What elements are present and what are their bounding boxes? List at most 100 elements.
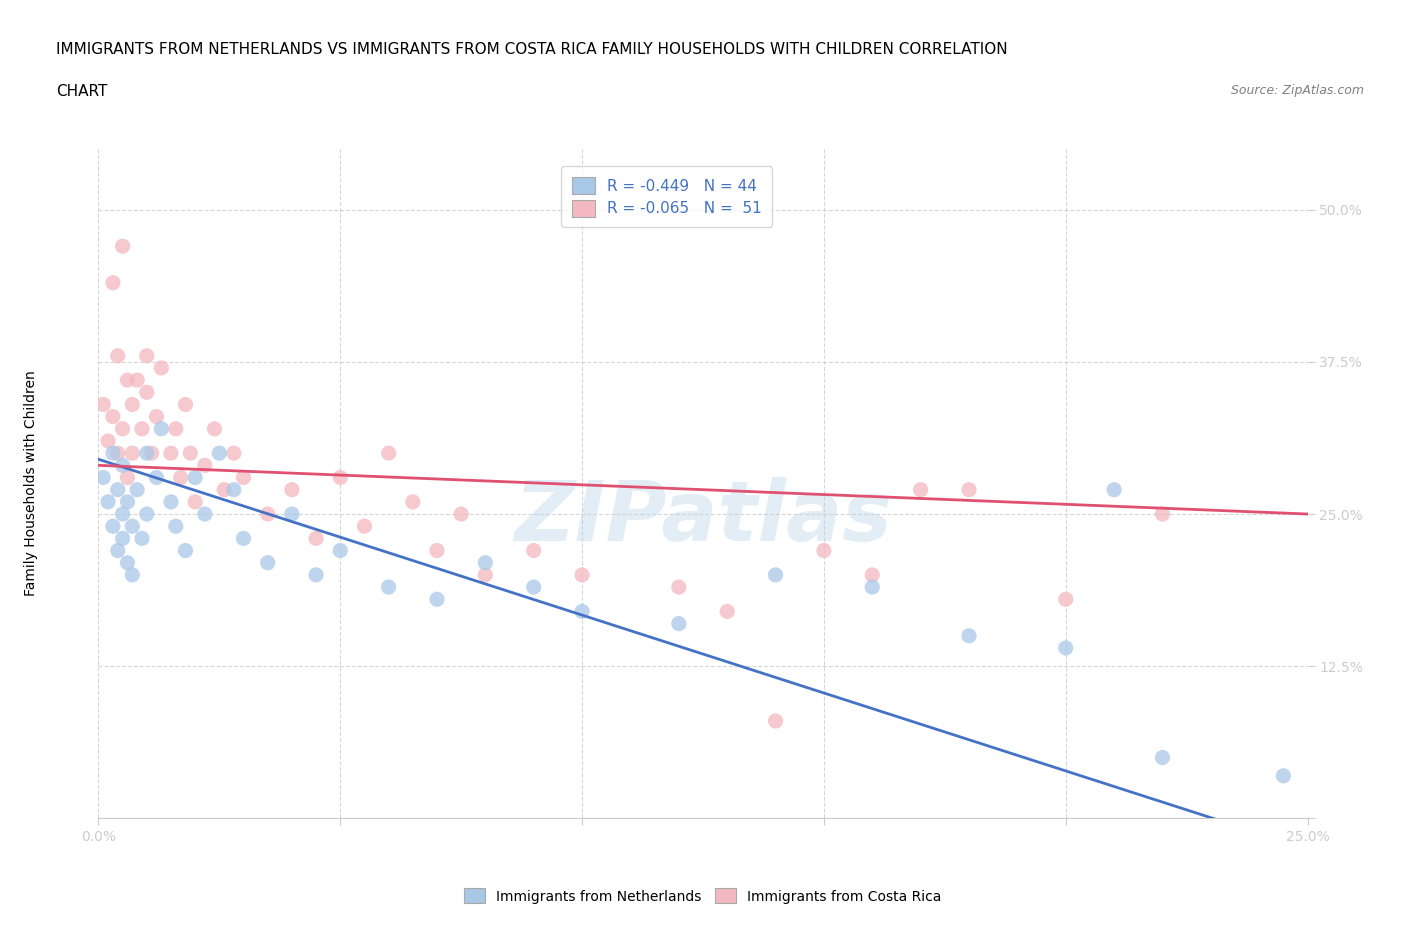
Point — [131, 531, 153, 546]
Point — [1054, 641, 1077, 656]
Point — [1054, 591, 1077, 606]
Point — [377, 445, 399, 460]
Point — [402, 495, 425, 510]
Point — [135, 349, 157, 364]
Point — [160, 495, 183, 510]
Text: ZIPatlas: ZIPatlas — [515, 476, 891, 558]
Point — [107, 445, 129, 460]
Point — [131, 421, 153, 436]
Point — [107, 483, 129, 498]
Point — [127, 483, 149, 498]
Text: Family Households with Children: Family Households with Children — [24, 371, 38, 596]
Point — [256, 507, 278, 522]
Point — [194, 458, 217, 472]
Point — [97, 433, 120, 448]
Point — [101, 275, 124, 290]
Point — [222, 445, 245, 460]
Point — [957, 483, 980, 498]
Point — [165, 421, 187, 436]
Point — [97, 495, 120, 510]
Point — [107, 349, 129, 364]
Point — [765, 567, 787, 582]
Text: IMMIGRANTS FROM NETHERLANDS VS IMMIGRANTS FROM COSTA RICA FAMILY HOUSEHOLDS WITH: IMMIGRANTS FROM NETHERLANDS VS IMMIGRANT… — [56, 42, 1008, 57]
Point — [111, 458, 134, 472]
Point — [474, 555, 496, 570]
Point — [135, 385, 157, 400]
Point — [135, 507, 157, 522]
Point — [117, 495, 139, 510]
Point — [377, 579, 399, 594]
Point — [1272, 768, 1295, 783]
Point — [165, 519, 187, 534]
Point — [91, 470, 114, 485]
Point — [174, 543, 197, 558]
Point — [813, 543, 835, 558]
Point — [121, 445, 143, 460]
Point — [860, 567, 883, 582]
Point — [174, 397, 197, 412]
Point — [329, 543, 352, 558]
Point — [232, 531, 254, 546]
Point — [1102, 483, 1125, 498]
Point — [571, 567, 593, 582]
Point — [111, 239, 134, 254]
Point — [101, 519, 124, 534]
Point — [208, 445, 231, 460]
Point — [111, 507, 134, 522]
Point — [212, 483, 235, 498]
Point — [204, 421, 226, 436]
Point — [194, 507, 217, 522]
Legend: R = -0.449   N = 44, R = -0.065   N =  51: R = -0.449 N = 44, R = -0.065 N = 51 — [561, 166, 772, 227]
Point — [523, 543, 546, 558]
Point — [111, 421, 134, 436]
Point — [135, 445, 157, 460]
Point — [353, 519, 375, 534]
Point — [121, 397, 143, 412]
Point — [668, 617, 690, 631]
Point — [668, 579, 690, 594]
Point — [101, 445, 124, 460]
Legend: Immigrants from Netherlands, Immigrants from Costa Rica: Immigrants from Netherlands, Immigrants … — [458, 883, 948, 910]
Point — [474, 567, 496, 582]
Point — [305, 567, 328, 582]
Point — [957, 629, 980, 644]
Point — [860, 579, 883, 594]
Point — [256, 555, 278, 570]
Point — [141, 445, 163, 460]
Point — [169, 470, 191, 485]
Point — [101, 409, 124, 424]
Point — [145, 470, 167, 485]
Point — [450, 507, 472, 522]
Point — [910, 483, 932, 498]
Point — [426, 591, 449, 606]
Point — [329, 470, 352, 485]
Point — [91, 397, 114, 412]
Text: Source: ZipAtlas.com: Source: ZipAtlas.com — [1230, 84, 1364, 97]
Point — [179, 445, 201, 460]
Point — [184, 470, 207, 485]
Point — [127, 373, 149, 388]
Point — [716, 604, 738, 618]
Point — [1152, 751, 1174, 765]
Point — [426, 543, 449, 558]
Text: CHART: CHART — [56, 84, 108, 99]
Point — [571, 604, 593, 618]
Point — [111, 531, 134, 546]
Point — [121, 519, 143, 534]
Point — [305, 531, 328, 546]
Point — [121, 567, 143, 582]
Point — [117, 555, 139, 570]
Point — [145, 409, 167, 424]
Point — [184, 495, 207, 510]
Point — [232, 470, 254, 485]
Point — [765, 713, 787, 728]
Point — [523, 579, 546, 594]
Point — [107, 543, 129, 558]
Point — [160, 445, 183, 460]
Point — [117, 470, 139, 485]
Point — [150, 361, 173, 376]
Point — [1152, 507, 1174, 522]
Point — [281, 507, 304, 522]
Point — [150, 421, 173, 436]
Point — [222, 483, 245, 498]
